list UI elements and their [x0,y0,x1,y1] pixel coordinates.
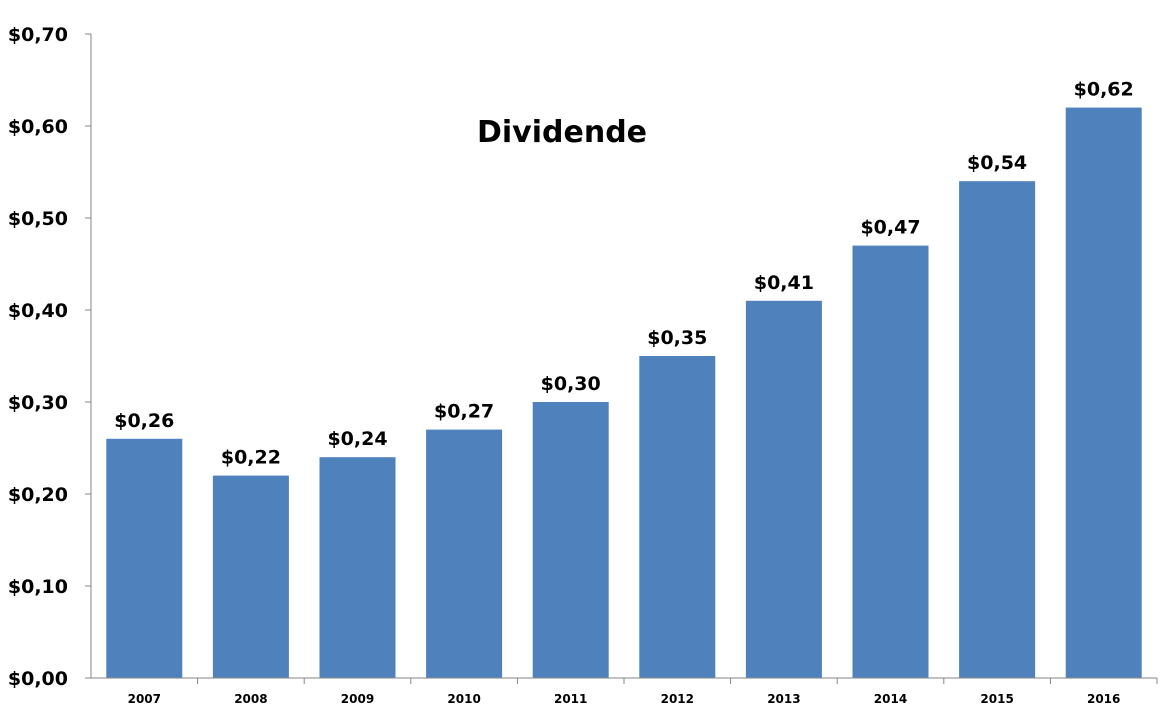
x-tick-label: 2009 [341,692,374,706]
y-tick-label: $0,00 [8,668,68,690]
y-tick-label: $0,20 [8,484,68,506]
y-tick-label: $0,40 [8,300,68,322]
bar-2012 [639,356,716,678]
x-tick-label: 2011 [554,692,587,706]
x-tick-label: 2015 [980,692,1013,706]
data-label: $0,62 [1074,79,1134,101]
y-tick-label: $0,50 [8,208,68,230]
bar-2014 [852,245,929,678]
y-tick-label: $0,70 [8,24,68,46]
x-tick-label: 2013 [767,692,800,706]
x-tick-label: 2014 [874,692,907,706]
bar-2016 [1065,107,1142,679]
data-label: $0,35 [647,327,707,349]
data-label: $0,41 [754,272,814,294]
y-tick-label: $0,10 [8,576,68,598]
data-label: $0,27 [434,401,494,423]
bar-2010 [426,429,503,678]
x-tick-label: 2007 [128,692,161,706]
bar-2007 [106,438,183,678]
chart-title: Dividende [477,115,647,150]
x-tick-label: 2008 [234,692,267,706]
data-label: $0,24 [327,428,387,450]
bar-2008 [212,475,289,678]
data-label: $0,54 [967,152,1027,174]
x-tick-label: 2010 [447,692,480,706]
data-label: $0,47 [860,217,920,239]
data-label: $0,22 [221,447,281,469]
bar-2009 [319,457,396,678]
bar-2013 [745,300,822,678]
data-label: $0,26 [114,410,174,432]
x-tick-label: 2012 [661,692,694,706]
data-label: $0,30 [541,373,601,395]
x-tick-label: 2016 [1087,692,1120,706]
y-tick-label: $0,60 [8,116,68,138]
bar-2011 [532,402,609,678]
y-tick-label: $0,30 [8,392,68,414]
bar-2015 [959,181,1036,678]
